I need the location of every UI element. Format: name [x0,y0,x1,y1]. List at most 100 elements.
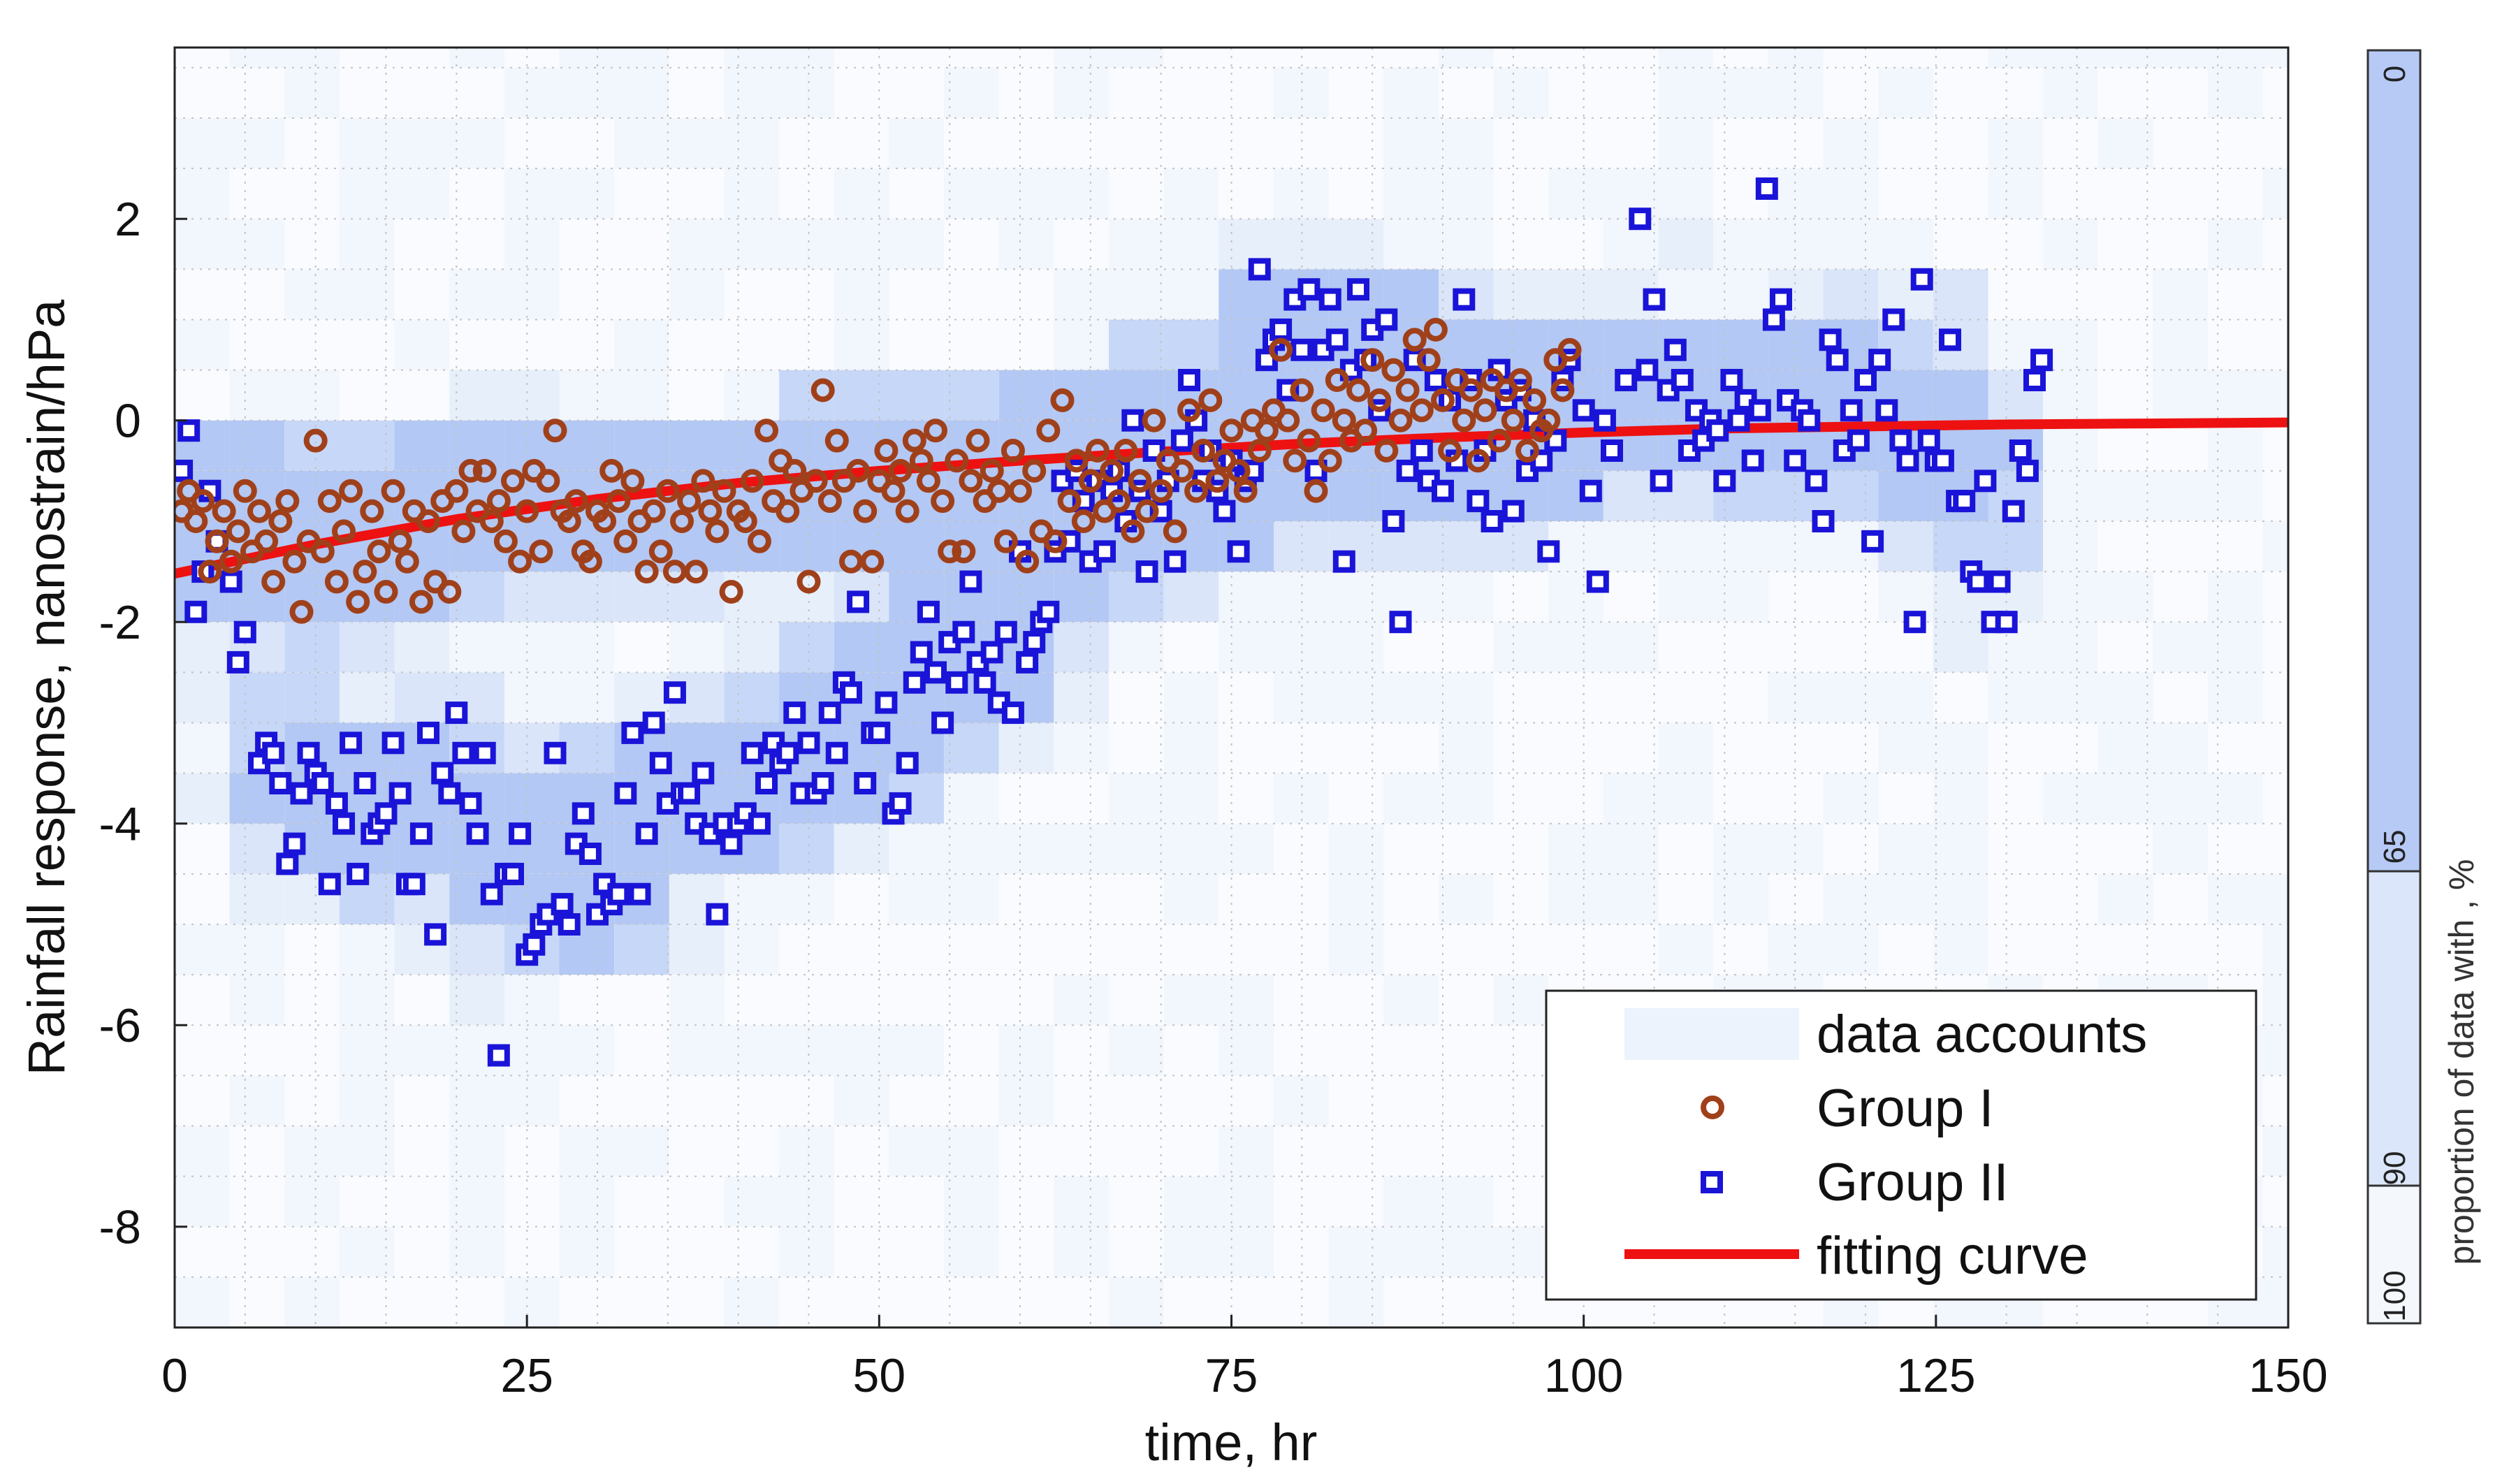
heatmap-cell [779,168,834,219]
heatmap-cell [1933,269,1988,320]
heatmap-cell [1163,722,1219,773]
heatmap-cell [2208,924,2263,975]
heatmap-cell [1713,722,1768,773]
group1-point [620,469,645,493]
group1-point [1304,479,1328,503]
heatmap-cell [1933,722,1988,773]
heatmap-cell [1439,1126,1494,1177]
group2-point [635,822,658,845]
heatmap-cell [944,924,999,975]
heatmap-cell [998,722,1054,773]
group1-point [1100,458,1124,483]
group1-point [776,499,800,523]
heatmap-cell [1988,773,2044,824]
group2-point [1903,611,1926,634]
heatmap-cell [504,1126,560,1177]
group2-point [2002,500,2025,523]
heatmap-cell [559,1025,615,1076]
heatmap-cell [1274,722,1329,773]
heatmap-cell [175,168,230,219]
group1-point [980,458,1004,483]
heatmap-cell [1054,1226,1110,1277]
heatmap-cell [1054,1276,1110,1327]
heatmap-cell [1878,773,1933,824]
heatmap-cell [1219,1075,1274,1126]
group1-point [1114,439,1138,463]
heatmap-cell [1713,67,1768,118]
heatmap-cell [504,1025,560,1076]
heatmap-cell [944,319,999,370]
heatmap-cell [1054,572,1110,623]
heatmap-cell [1768,219,1824,270]
group1-point [1001,439,1025,463]
heatmap-cell [2043,470,2098,521]
heatmap-cell [834,219,889,270]
heatmap-cell [1328,118,1384,169]
heatmap-cell [1878,67,1933,118]
heatmap-cell [229,1075,285,1126]
heatmap-cell [504,370,560,421]
heatmap-cell [2153,672,2209,723]
group2-point [1572,399,1595,422]
colorbar-band-90-100 [2368,1186,2420,1323]
group1-point [1367,388,1392,412]
y-tick-label: 2 [115,193,141,246]
heatmap-cell [1933,622,1988,673]
heatmap-cell [1383,48,1439,68]
heatmap-cell [1328,672,1384,723]
group1-point [388,529,412,553]
group2-point [1854,369,1877,391]
group1-point [888,458,912,483]
heatmap-cell [339,975,395,1026]
heatmap-cell [1823,823,1879,874]
heatmap-cell [614,1025,669,1076]
group2-point [1812,510,1835,532]
group2-point [825,741,848,764]
heatmap-cell [2262,1126,2288,1177]
heatmap-cell [1878,672,1933,723]
group1-point [606,489,631,514]
heatmap-cell [1658,219,1714,270]
heatmap-cell [1713,572,1768,623]
heatmap-cell [1383,722,1439,773]
heatmap-cell [175,1075,230,1126]
heatmap-cell [2208,672,2263,723]
heatmap-cell [1219,572,1274,623]
heatmap-cell [1658,873,1714,924]
heatmap-cell [1658,622,1714,673]
heatmap-cell [284,1025,340,1076]
heatmap-cell [669,319,725,370]
heatmap-cell [669,1126,725,1177]
heatmap-cell [339,48,395,68]
group2-point [628,882,651,905]
group2-point [2030,349,2053,372]
heatmap-cell [779,572,834,623]
heatmap-cell [2208,370,2263,421]
heatmap-cell [175,67,230,118]
group2-point [1593,409,1616,432]
group2-point [1347,278,1369,301]
heatmap-cell [998,1075,1054,1126]
group2-point [917,600,940,623]
group1-point [599,458,624,483]
heatmap-cell [229,319,285,370]
heatmap-cell [834,924,889,975]
heatmap-cell [1493,622,1549,673]
group1-point [1008,479,1032,503]
heatmap-cell [1328,622,1384,673]
group2-point [544,741,567,764]
heatmap-cell [559,622,615,673]
heatmap-cell [724,975,780,1026]
group1-point [515,499,539,523]
group1-point [670,509,694,533]
heatmap-cell [614,1126,669,1177]
heatmap-cell [175,269,230,320]
heatmap-cell [2153,873,2209,924]
heatmap-cell [1383,1126,1439,1177]
heatmap-cell [1878,168,1933,219]
heatmap-cell [779,975,834,1026]
heatmap-cell [1219,823,1274,874]
colorbar: 0 65 90 100 proportion of data with , % [2366,49,2481,1325]
heatmap-cell [2208,873,2263,924]
heatmap-cell [1219,1126,1274,1177]
